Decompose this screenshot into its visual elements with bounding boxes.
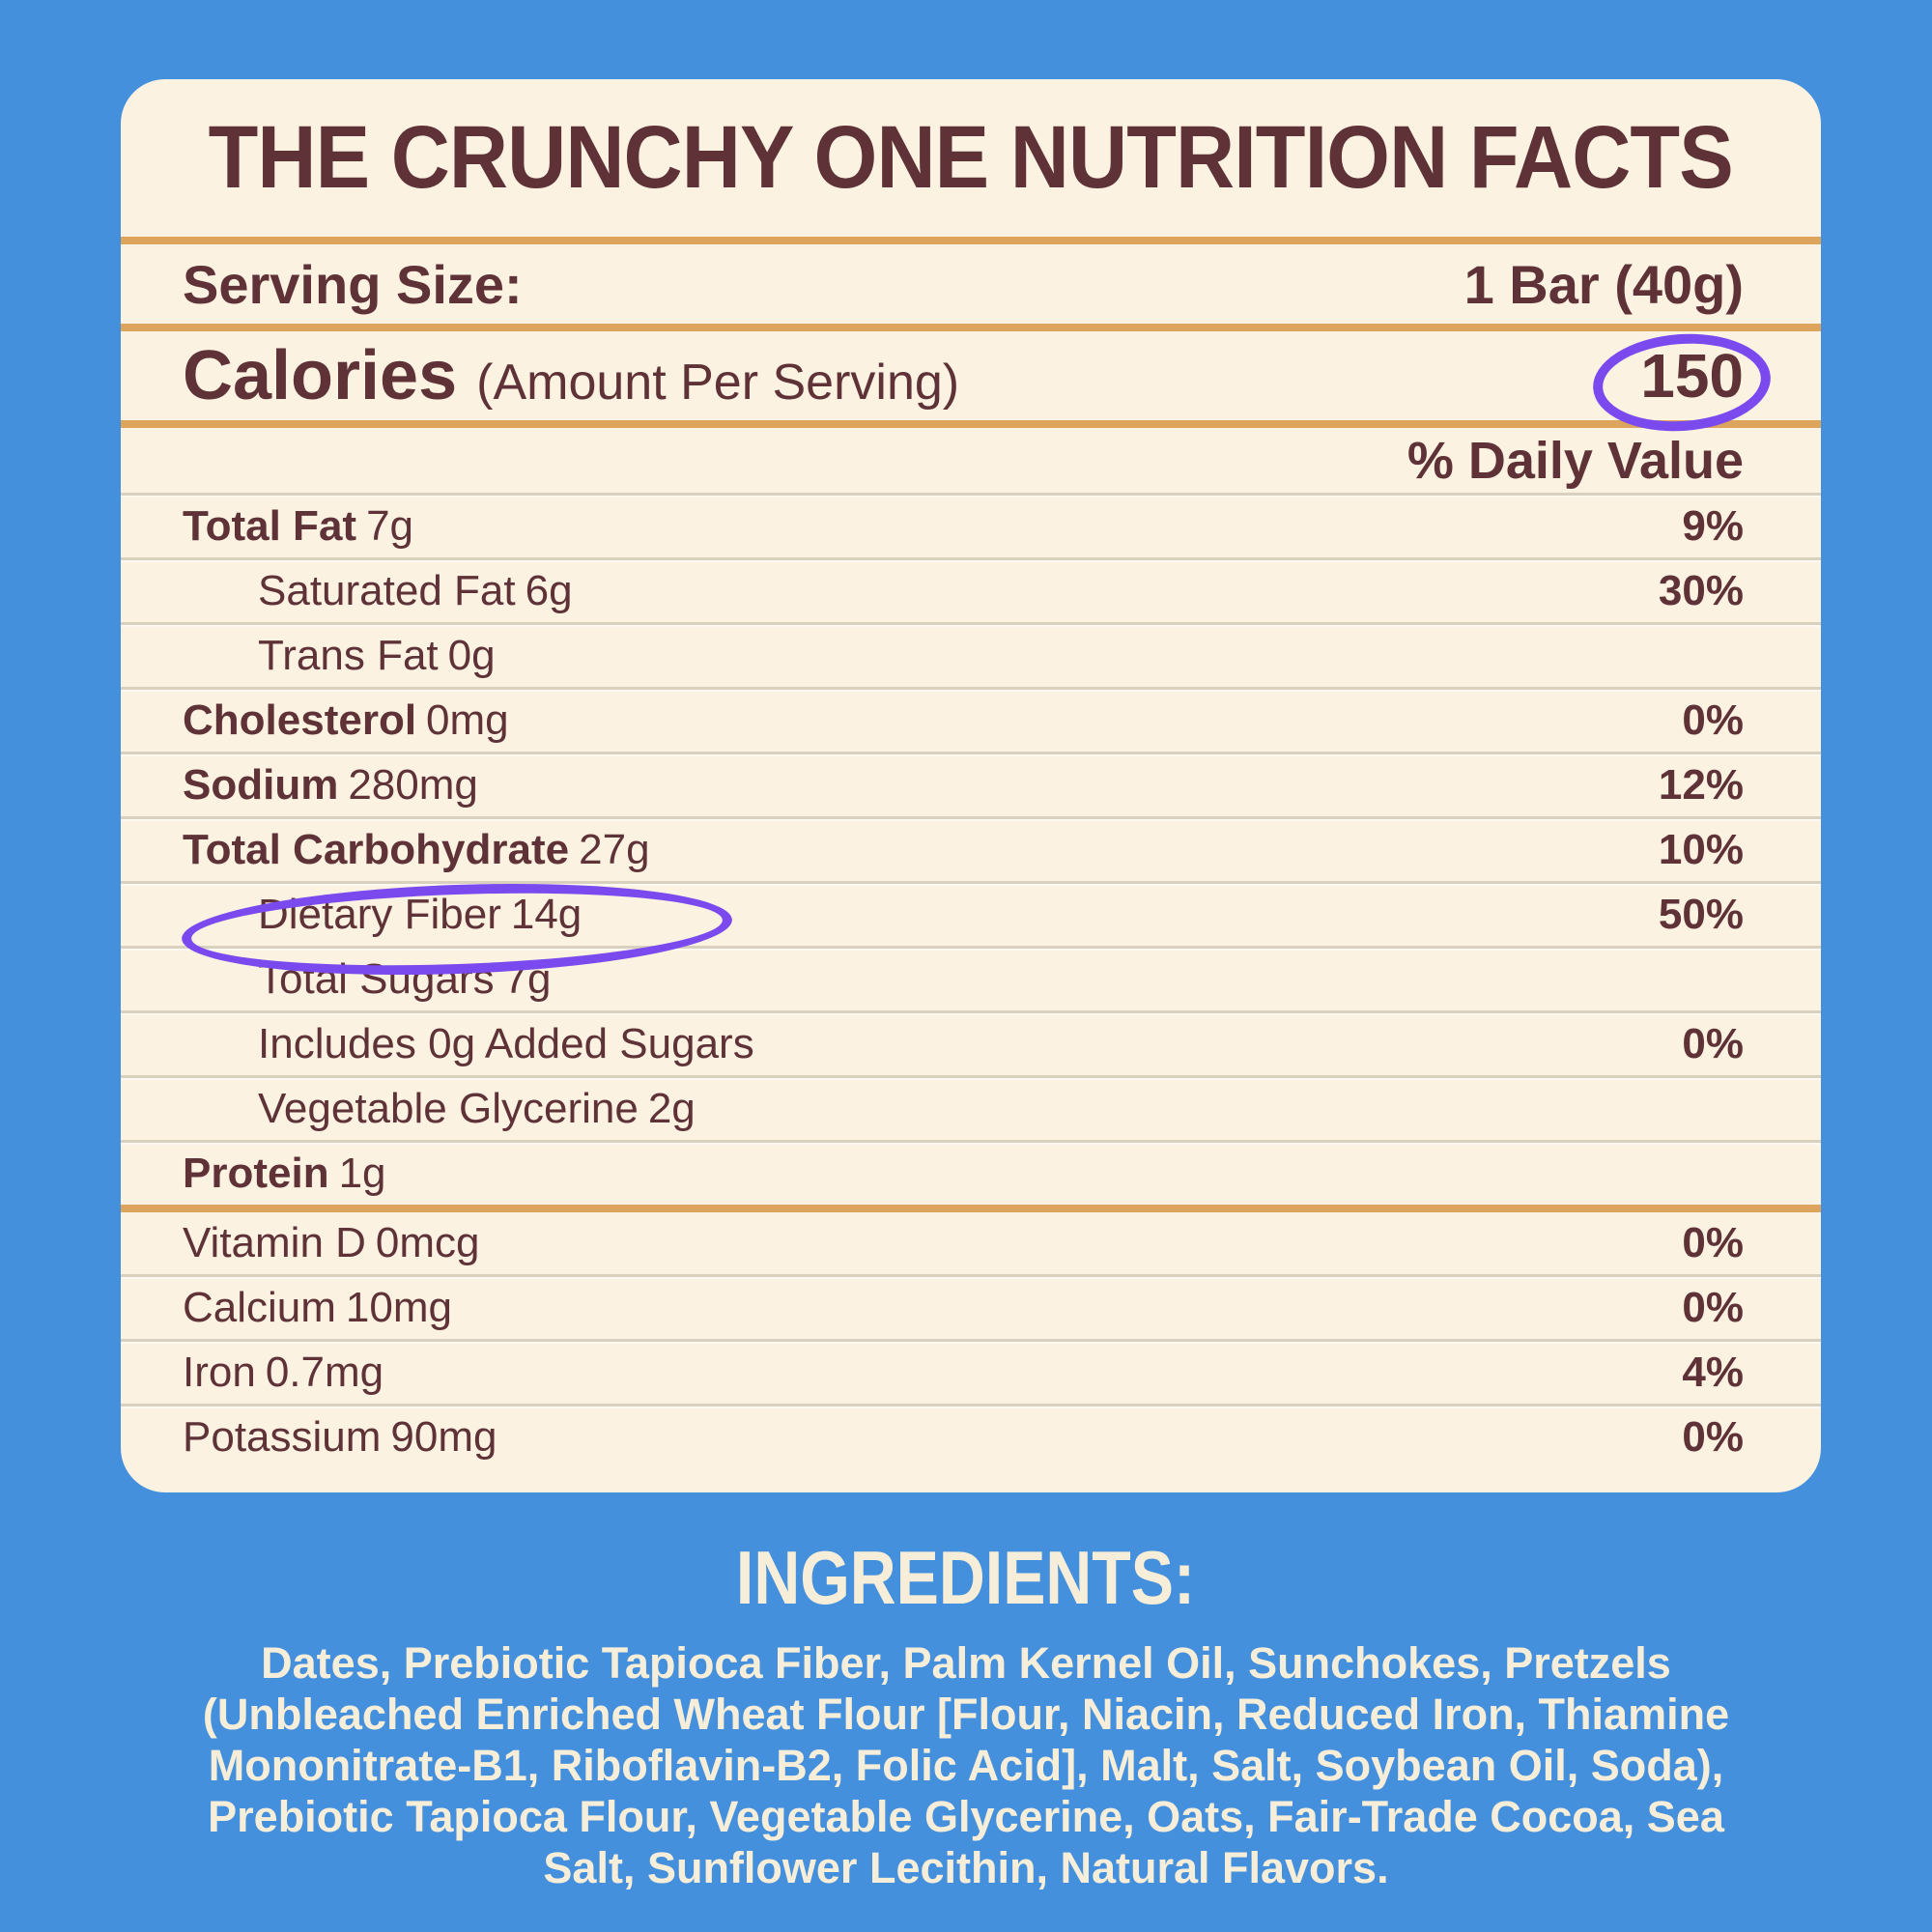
row-divider [121,1075,1821,1078]
micro-name: Calcium [183,1284,336,1331]
nutrient-amount: 7g [503,955,552,1003]
nutrient-daily-value: 50% [1658,891,1744,938]
gold-divider [121,1205,1821,1212]
micro-name: Vitamin D [183,1219,366,1266]
row-divider [121,687,1821,690]
ingredients-line: (Unbleached Enriched Wheat Flour [Flour,… [202,1690,1730,1739]
serving-size-value: 1 Bar (40g) [1463,253,1744,315]
gold-divider [121,420,1821,428]
ingredients-line: Prebiotic Tapioca Flour, Vegetable Glyce… [208,1792,1724,1841]
nutrient-name: Dietary Fiber [258,891,501,938]
nutrient-name: Includes 0g Added Sugars [258,1020,754,1067]
micro-daily-value: 0% [1682,1284,1744,1331]
nutrient-row-total-sugars: Total Sugars 7g [121,949,1821,1010]
gold-divider [121,324,1821,331]
micro-daily-value: 0% [1682,1219,1744,1266]
micro-row-vitamin-d: Vitamin D 0mcg 0% [121,1212,1821,1274]
nutrient-amount: 0mg [426,696,509,744]
micro-name: Iron [183,1349,256,1396]
nutrient-name: Sodium [183,761,339,809]
nutrition-facts-card: THE CRUNCHY ONE NUTRITION FACTS Serving … [121,79,1821,1492]
nutrient-name: Total Sugars [258,955,495,1003]
nutrient-name: Protein [183,1150,329,1197]
micro-row-iron: Iron 0.7mg 4% [121,1342,1821,1404]
row-divider [121,752,1821,754]
row-divider [121,1404,1821,1406]
nutrient-daily-value: 0% [1682,696,1744,744]
micro-name: Potassium [183,1413,382,1461]
nutrient-daily-value: 9% [1682,502,1744,550]
micro-daily-value: 0% [1682,1413,1744,1461]
calories-label-group: Calories (Amount Per Serving) [183,336,959,415]
row-divider [121,557,1821,560]
micro-row-potassium: Potassium 90mg 0% [121,1406,1821,1468]
micro-amount: 10mg [345,1284,452,1331]
row-divider [121,816,1821,819]
serving-size-row: Serving Size: 1 Bar (40g) [121,244,1821,324]
ingredients-section: INGREDIENTS: Dates, Prebiotic Tapioca Fi… [0,1534,1932,1893]
nutrient-amount: 6g [525,567,573,614]
nutrient-amount: 280mg [348,761,478,809]
nutrient-row-vegetable-glycerine: Vegetable Glycerine 2g [121,1078,1821,1140]
nutrient-row-added-sugars: Includes 0g Added Sugars 0% [121,1013,1821,1075]
nutrient-amount: 0g [447,632,496,679]
row-divider [121,622,1821,625]
ingredients-line: Mononitrate-B1, Riboflavin-B2, Folic Aci… [208,1741,1724,1790]
row-divider [121,493,1821,496]
nutrient-amount: 1g [338,1150,386,1197]
title-block: THE CRUNCHY ONE NUTRITION FACTS [121,79,1821,237]
calories-value: 150 [1640,341,1744,411]
nutrient-name: Total Carbohydrate [183,826,570,873]
row-divider [121,1010,1821,1013]
row-divider [121,881,1821,884]
nutrient-amount: 27g [579,826,650,873]
row-divider [121,1339,1821,1342]
ingredients-heading: INGREDIENTS: [736,1535,1196,1620]
nutrient-amount: 7g [366,502,414,550]
ingredients-list: Dates, Prebiotic Tapioca Fiber, Palm Ker… [0,1637,1932,1893]
nutrient-daily-value: 30% [1658,567,1744,614]
nutrient-row-sodium: Sodium 280mg 12% [121,754,1821,816]
micro-amount: 90mg [390,1413,497,1461]
daily-value-header-row: % Daily Value [121,428,1821,493]
row-divider [121,1274,1821,1277]
nutrient-row-total-fat: Total Fat 7g 9% [121,496,1821,557]
calories-row: Calories (Amount Per Serving) 150 [121,327,1821,438]
nutrient-amount: 14g [510,891,582,938]
micro-row-calcium: Calcium 10mg 0% [121,1277,1821,1339]
row-divider [121,946,1821,949]
calories-label: Calories [183,337,458,414]
nutrient-daily-value: 10% [1658,826,1744,873]
nutrient-name: Vegetable Glycerine [258,1085,639,1132]
micro-amount: 0.7mg [265,1349,384,1396]
nutrient-amount: 2g [647,1085,696,1132]
nutrient-row-saturated-fat: Saturated Fat 6g 30% [121,560,1821,622]
nutrient-row-trans-fat: Trans Fat 0g [121,625,1821,687]
nutrient-name: Total Fat [183,502,357,550]
calories-sublabel: (Amount Per Serving) [476,355,960,411]
nutrient-daily-value: 12% [1658,761,1744,809]
nutrient-row-dietary-fiber: Dietary Fiber 14g 50% [121,875,1821,983]
calories-value-wrap: 150 [1640,340,1744,412]
daily-value-header: % Daily Value [1406,431,1744,490]
nutrient-name: Saturated Fat [258,567,516,614]
nutrient-row-cholesterol: Cholesterol 0mg 0% [121,690,1821,752]
ingredients-line: Salt, Sunflower Lecithin, Natural Flavor… [543,1843,1389,1892]
ingredients-line: Dates, Prebiotic Tapioca Fiber, Palm Ker… [261,1638,1671,1688]
nutrient-daily-value: 0% [1682,1020,1744,1067]
micro-daily-value: 4% [1682,1349,1744,1396]
nutrient-row-protein: Protein 1g [121,1143,1821,1205]
page-title: THE CRUNCHY ONE NUTRITION FACTS [208,108,1734,207]
nutrient-name: Trans Fat [258,632,439,679]
gold-divider [121,237,1821,244]
nutrient-name: Cholesterol [183,696,417,744]
row-divider [121,1140,1821,1143]
serving-size-label: Serving Size: [183,253,523,315]
micro-amount: 0mcg [375,1219,480,1266]
nutrient-row-total-carbohydrate: Total Carbohydrate 27g 10% [121,819,1821,881]
